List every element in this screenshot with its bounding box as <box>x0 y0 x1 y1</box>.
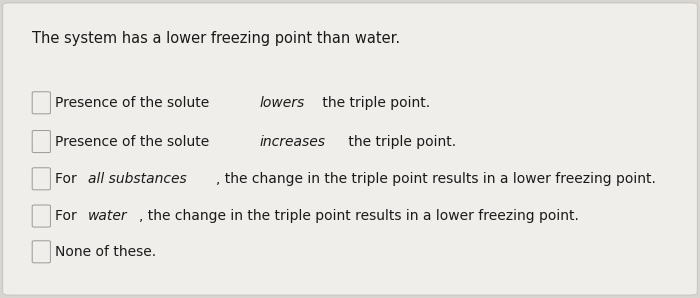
Text: water: water <box>88 209 128 223</box>
FancyBboxPatch shape <box>32 205 50 227</box>
FancyBboxPatch shape <box>3 3 697 295</box>
Text: the triple point.: the triple point. <box>318 96 430 110</box>
Text: lowers: lowers <box>259 96 304 110</box>
Text: all substances: all substances <box>88 172 187 186</box>
Text: For: For <box>55 172 80 186</box>
Text: the triple point.: the triple point. <box>344 135 456 148</box>
Text: The system has a lower freezing point than water.: The system has a lower freezing point th… <box>32 31 400 46</box>
Text: None of these.: None of these. <box>55 245 155 259</box>
Text: Presence of the solute: Presence of the solute <box>55 96 213 110</box>
Text: increases: increases <box>259 135 326 148</box>
FancyBboxPatch shape <box>32 168 50 190</box>
FancyBboxPatch shape <box>32 131 50 153</box>
Text: For: For <box>55 209 80 223</box>
FancyBboxPatch shape <box>32 92 50 114</box>
FancyBboxPatch shape <box>32 241 50 263</box>
Text: , the change in the triple point results in a lower freezing point.: , the change in the triple point results… <box>139 209 580 223</box>
Text: , the change in the triple point results in a lower freezing point.: , the change in the triple point results… <box>216 172 656 186</box>
Text: Presence of the solute: Presence of the solute <box>55 135 213 148</box>
